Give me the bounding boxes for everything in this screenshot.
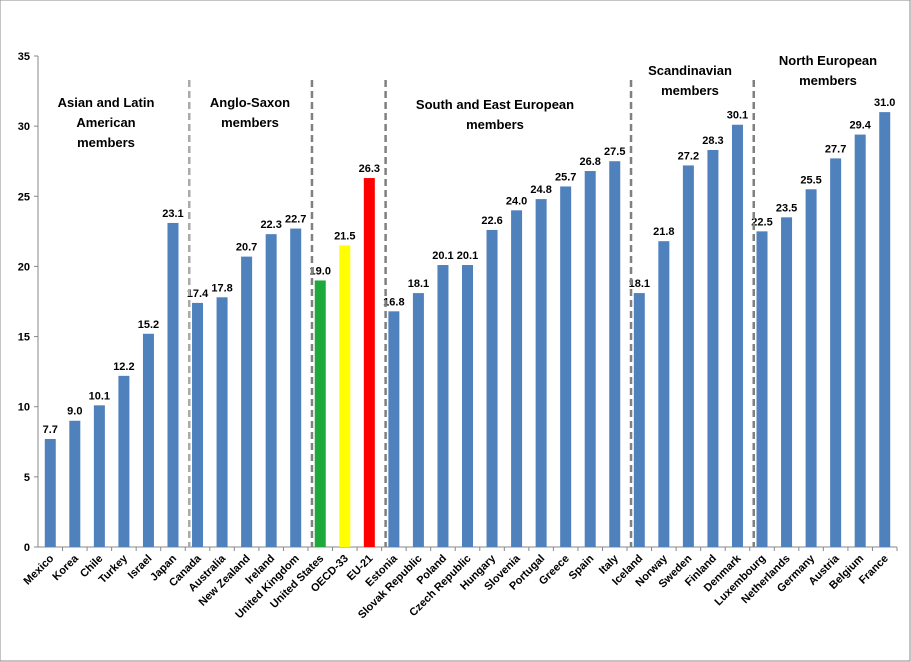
- value-label: 24.0: [506, 195, 527, 207]
- group-label: North European: [779, 53, 877, 68]
- value-label: 27.7: [825, 143, 846, 155]
- value-label: 21.5: [334, 230, 355, 242]
- y-tick-label: 25: [18, 191, 30, 203]
- group-label: members: [799, 73, 857, 88]
- bar: [805, 189, 817, 547]
- bar: [412, 293, 424, 547]
- value-label: 22.7: [285, 214, 306, 226]
- group-label: members: [77, 135, 135, 150]
- value-label: 18.1: [408, 278, 429, 290]
- bar: [756, 231, 768, 547]
- value-label: 21.8: [653, 226, 674, 238]
- bar: [879, 112, 891, 547]
- value-label: 26.8: [580, 156, 601, 168]
- bar: [339, 245, 351, 547]
- y-tick-label: 30: [18, 121, 30, 133]
- value-label: 22.5: [751, 216, 772, 228]
- value-label: 16.8: [383, 296, 404, 308]
- group-label: members: [661, 83, 719, 98]
- value-label: 23.1: [162, 208, 183, 220]
- value-label: 23.5: [776, 202, 797, 214]
- bar: [167, 222, 179, 547]
- bar: [486, 229, 498, 547]
- value-label: 25.7: [555, 171, 576, 183]
- value-label: 30.1: [727, 110, 748, 122]
- value-label: 28.3: [702, 135, 723, 147]
- group-label: Asian and Latin: [58, 95, 155, 110]
- bar: [707, 149, 719, 547]
- bar: [93, 405, 105, 547]
- bar: [682, 165, 694, 547]
- value-label: 20.1: [432, 250, 453, 262]
- bar: [462, 265, 473, 547]
- group-label: members: [466, 117, 524, 132]
- group-label: American: [76, 115, 135, 130]
- value-label: 9.0: [67, 406, 82, 418]
- value-label: 20.1: [457, 250, 478, 262]
- bar: [69, 420, 81, 547]
- value-label: 29.4: [849, 120, 871, 132]
- value-label: 15.2: [138, 319, 159, 331]
- bar: [658, 241, 670, 548]
- bar: [388, 311, 400, 547]
- value-label: 31.0: [874, 97, 895, 109]
- value-label: 18.1: [629, 278, 650, 290]
- bar: [44, 438, 56, 547]
- value-label: 10.1: [89, 390, 110, 402]
- bar: [118, 375, 130, 547]
- y-tick-label: 5: [24, 472, 30, 484]
- value-label: 17.4: [187, 288, 209, 300]
- group-label: members: [221, 115, 279, 130]
- bar: [511, 210, 523, 548]
- bar: [781, 217, 793, 548]
- bar: [633, 293, 645, 547]
- bar: [731, 124, 743, 548]
- value-label: 22.6: [481, 215, 502, 227]
- bar: [584, 171, 596, 547]
- value-label: 7.7: [43, 424, 58, 436]
- value-label: 17.8: [211, 282, 232, 294]
- y-tick-label: 10: [18, 402, 30, 414]
- bar: [142, 333, 154, 547]
- bar: [437, 265, 449, 547]
- bar: [609, 161, 621, 547]
- value-label: 27.5: [604, 146, 625, 158]
- bar: [192, 302, 204, 547]
- y-tick-label: 20: [18, 261, 30, 273]
- value-label: 12.2: [113, 361, 134, 373]
- bar: [535, 199, 547, 547]
- group-label: South and East European: [416, 97, 574, 112]
- bar: [363, 178, 375, 547]
- value-label: 20.7: [236, 242, 257, 254]
- value-label: 24.8: [530, 184, 551, 196]
- value-label: 22.3: [260, 219, 281, 231]
- y-tick-label: 35: [18, 51, 30, 63]
- group-label: Scandinavian: [648, 63, 732, 78]
- group-label: Anglo-Saxon: [210, 95, 290, 110]
- y-tick-label: 15: [18, 332, 30, 344]
- bar: [854, 134, 866, 547]
- bar: [290, 228, 302, 547]
- bar: [560, 186, 572, 548]
- value-label: 27.2: [678, 150, 699, 162]
- value-label: 26.3: [359, 163, 380, 175]
- bar: [216, 297, 228, 547]
- bar: [830, 158, 842, 547]
- value-label: 19.0: [310, 265, 331, 277]
- bar: [265, 234, 277, 548]
- bar: [241, 256, 253, 547]
- y-tick-label: 0: [24, 542, 30, 554]
- bar: [314, 280, 326, 547]
- value-label: 25.5: [800, 174, 821, 186]
